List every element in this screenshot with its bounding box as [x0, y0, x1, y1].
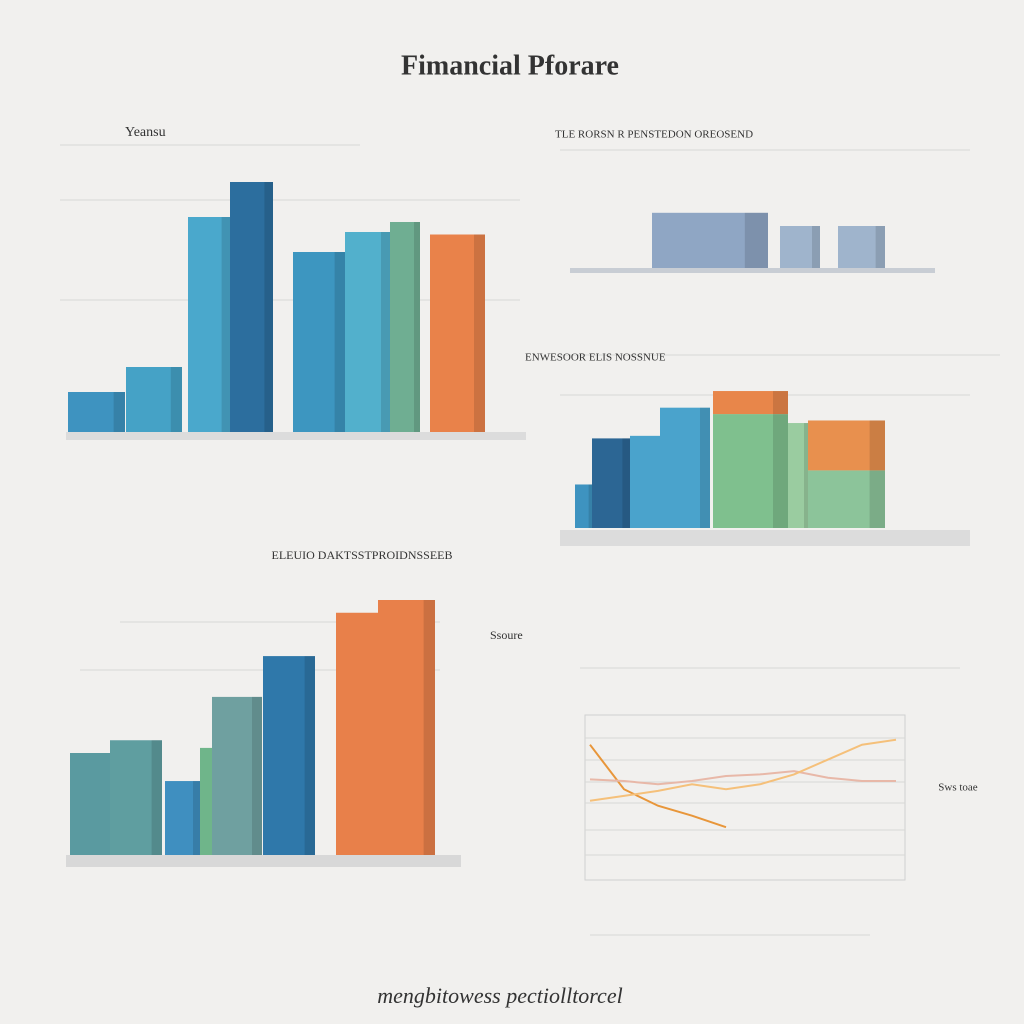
bar	[713, 414, 788, 528]
bar	[165, 781, 200, 855]
bar-shade	[773, 391, 788, 415]
bar	[788, 423, 808, 528]
bar-shade	[113, 392, 125, 432]
bar	[230, 182, 273, 432]
bar	[808, 420, 885, 471]
bar	[188, 217, 230, 432]
bar	[592, 438, 630, 528]
bar	[68, 392, 125, 432]
line	[589, 770, 896, 786]
bar	[808, 470, 885, 528]
bar	[780, 226, 820, 268]
floor	[560, 530, 970, 546]
bar	[838, 226, 885, 268]
bar-shade	[381, 232, 390, 432]
bar	[212, 696, 262, 855]
bar	[713, 391, 788, 415]
bar-shade	[423, 600, 435, 855]
bar	[345, 232, 390, 432]
bar-shade	[804, 423, 808, 528]
bar-shade	[334, 252, 345, 432]
bar-shade	[773, 414, 788, 528]
chart-title: Yeansu	[125, 125, 166, 140]
bar-shade	[304, 656, 315, 855]
bar-shade	[744, 212, 768, 268]
bar	[263, 656, 315, 855]
bar-shade	[869, 470, 885, 528]
bar-shade	[252, 696, 262, 855]
bar-shade	[875, 226, 885, 268]
legend-text: Sws toae	[938, 782, 978, 794]
bar-shade	[869, 420, 885, 471]
page-title: Fimancial Pforare	[401, 50, 619, 81]
bar	[575, 484, 592, 528]
bar	[652, 212, 768, 268]
bar-shade	[588, 484, 592, 528]
bar-shade	[193, 781, 200, 855]
bar	[293, 252, 345, 432]
bar	[110, 740, 162, 855]
bar-shade	[474, 234, 485, 432]
footer: mengbitowess pectiolltorcel	[377, 983, 622, 1008]
chart-title: ENWESOOR ELIS NOSSNUE	[525, 352, 666, 364]
line	[589, 738, 897, 802]
decoration	[60, 144, 1000, 936]
bar-shade	[151, 740, 162, 855]
chart-title: ELEUIO DAKTSSTPROIDNSSEEB	[271, 548, 452, 562]
bar	[390, 222, 420, 432]
bar-shade	[414, 222, 420, 432]
floor	[66, 855, 461, 867]
bar-shade	[700, 407, 710, 528]
line	[589, 744, 727, 829]
floor	[570, 268, 935, 273]
chart-title: TLE RORSN R PENSTEDON OREOSEND	[555, 129, 753, 141]
bar-shade	[622, 438, 630, 528]
bar	[660, 407, 710, 528]
bar-shade	[264, 182, 273, 432]
bar	[430, 234, 485, 432]
bar	[126, 367, 182, 432]
bar-shade	[812, 226, 820, 268]
floor	[66, 432, 526, 440]
plot-frame	[584, 714, 906, 881]
bar-shade	[221, 217, 230, 432]
chart-title: Ssoure	[490, 628, 523, 642]
bar	[378, 600, 435, 855]
bar-shade	[170, 367, 182, 432]
